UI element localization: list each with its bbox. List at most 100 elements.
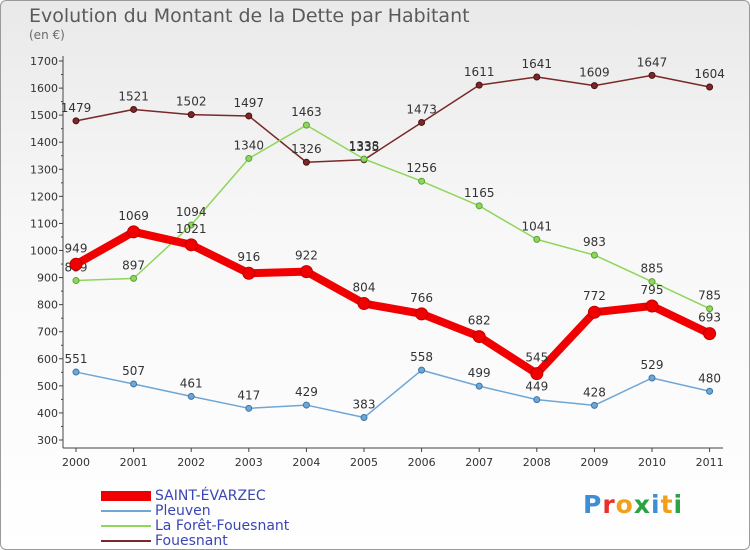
logo-letter: P [583, 490, 603, 519]
data-label-fouesnant: 1641 [522, 57, 553, 71]
y-tick-label: 1400 [30, 136, 58, 149]
data-label-fouesnant: 1609 [579, 66, 610, 80]
data-label-fouesnant: 1335 [349, 140, 380, 154]
y-tick-label: 1600 [30, 82, 58, 95]
logo-letter: x [633, 490, 651, 519]
data-point-pleuven [302, 401, 310, 409]
chart-title: Evolution du Montant de la Dette par Hab… [29, 5, 470, 27]
data-point-la-foret-fouesnant [590, 251, 598, 259]
y-tick-label: 1200 [30, 190, 58, 203]
y-tick-label: 1000 [30, 245, 58, 258]
data-point-pleuven [245, 404, 253, 412]
data-label-la-foret-fouesnant: 1463 [291, 105, 322, 119]
logo-letter: t [660, 490, 674, 519]
data-point-saint-evarzec [184, 238, 198, 252]
data-label-fouesnant: 1326 [291, 142, 322, 156]
data-label-saint-evarzec: 795 [641, 283, 664, 297]
data-label-pleuven: 507 [122, 364, 145, 378]
data-point-saint-evarzec [703, 327, 717, 341]
data-point-la-foret-fouesnant [648, 278, 656, 286]
data-point-saint-evarzec [127, 225, 141, 239]
data-point-la-foret-fouesnant [245, 154, 253, 162]
data-point-fouesnant [187, 111, 195, 119]
data-point-pleuven [590, 401, 598, 409]
data-label-pleuven: 529 [641, 358, 664, 372]
x-tick-label: 2005 [350, 456, 378, 469]
x-tick-label: 2008 [523, 456, 551, 469]
data-label-pleuven: 551 [65, 352, 88, 366]
data-point-saint-evarzec [472, 330, 486, 344]
y-tick-label: 1300 [30, 163, 58, 176]
data-label-fouesnant: 1604 [694, 67, 725, 81]
data-point-saint-evarzec [587, 305, 601, 319]
x-tick-label: 2011 [696, 456, 724, 469]
data-label-saint-evarzec: 949 [65, 241, 88, 255]
data-point-la-foret-fouesnant [130, 274, 138, 282]
data-point-la-foret-fouesnant [302, 121, 310, 129]
data-point-saint-evarzec [242, 266, 256, 280]
data-label-fouesnant: 1479 [61, 101, 92, 115]
legend-label: La Forêt-Fouesnant [155, 518, 290, 534]
data-label-saint-evarzec: 1021 [176, 222, 207, 236]
x-tick-label: 2001 [120, 456, 148, 469]
data-label-pleuven: 449 [525, 380, 548, 394]
y-tick-label: 400 [37, 407, 58, 420]
logo-letter: i [651, 490, 661, 519]
data-label-saint-evarzec: 922 [295, 249, 318, 263]
y-tick-label: 800 [37, 299, 58, 312]
data-label-la-foret-fouesnant: 1094 [176, 205, 207, 219]
legend-label: Pleuven [155, 503, 211, 519]
data-label-saint-evarzec: 916 [237, 250, 260, 264]
data-point-pleuven [648, 374, 656, 382]
data-label-la-foret-fouesnant: 897 [122, 258, 145, 272]
logo-letter: i [673, 490, 684, 519]
data-point-fouesnant [533, 73, 541, 81]
y-tick-label: 300 [37, 434, 58, 447]
data-point-la-foret-fouesnant [533, 235, 541, 243]
data-point-pleuven [475, 382, 483, 390]
legend-swatch [101, 525, 151, 527]
data-label-saint-evarzec: 772 [583, 289, 606, 303]
logo-letter: r [602, 490, 616, 519]
data-point-saint-evarzec [415, 307, 429, 321]
unit-label: (en €) [29, 28, 65, 42]
data-label-pleuven: 558 [410, 350, 433, 364]
series-line-la-foret-fouesnant [75, 124, 711, 310]
data-label-pleuven: 417 [237, 388, 260, 402]
data-point-fouesnant [245, 112, 253, 120]
data-point-saint-evarzec [299, 265, 313, 279]
data-label-la-foret-fouesnant: 1165 [464, 186, 495, 200]
series-line-pleuven [75, 369, 711, 419]
data-label-la-foret-fouesnant: 1338 [349, 139, 380, 153]
data-point-fouesnant [706, 83, 714, 91]
legend-swatch [101, 540, 151, 542]
data-point-la-foret-fouesnant [72, 277, 80, 285]
data-point-saint-evarzec [645, 299, 659, 313]
x-tick-label: 2007 [465, 456, 493, 469]
x-tick-label: 2009 [580, 456, 608, 469]
data-point-saint-evarzec [530, 367, 544, 381]
data-label-la-foret-fouesnant: 983 [583, 235, 606, 249]
data-label-pleuven: 499 [468, 366, 491, 380]
legend-swatch [101, 491, 151, 501]
x-tick-label: 2002 [177, 456, 205, 469]
data-label-fouesnant: 1502 [176, 95, 207, 109]
legend-label: Fouesnant [155, 533, 228, 549]
y-tick-label: 1700 [30, 55, 58, 68]
data-point-la-foret-fouesnant [475, 202, 483, 210]
data-label-fouesnant: 1521 [118, 89, 149, 103]
data-point-la-foret-fouesnant [360, 155, 368, 163]
data-point-pleuven [72, 368, 80, 376]
data-point-fouesnant [418, 118, 426, 126]
data-point-fouesnant [130, 105, 138, 113]
data-label-saint-evarzec: 766 [410, 291, 433, 305]
data-point-pleuven [360, 414, 368, 422]
data-label-la-foret-fouesnant: 785 [698, 289, 721, 303]
data-label-fouesnant: 1647 [637, 55, 668, 69]
data-point-saint-evarzec [357, 297, 371, 311]
data-label-la-foret-fouesnant: 1256 [406, 161, 437, 175]
y-tick-label: 700 [37, 326, 58, 339]
data-point-pleuven [187, 392, 195, 400]
data-point-saint-evarzec [69, 257, 83, 271]
